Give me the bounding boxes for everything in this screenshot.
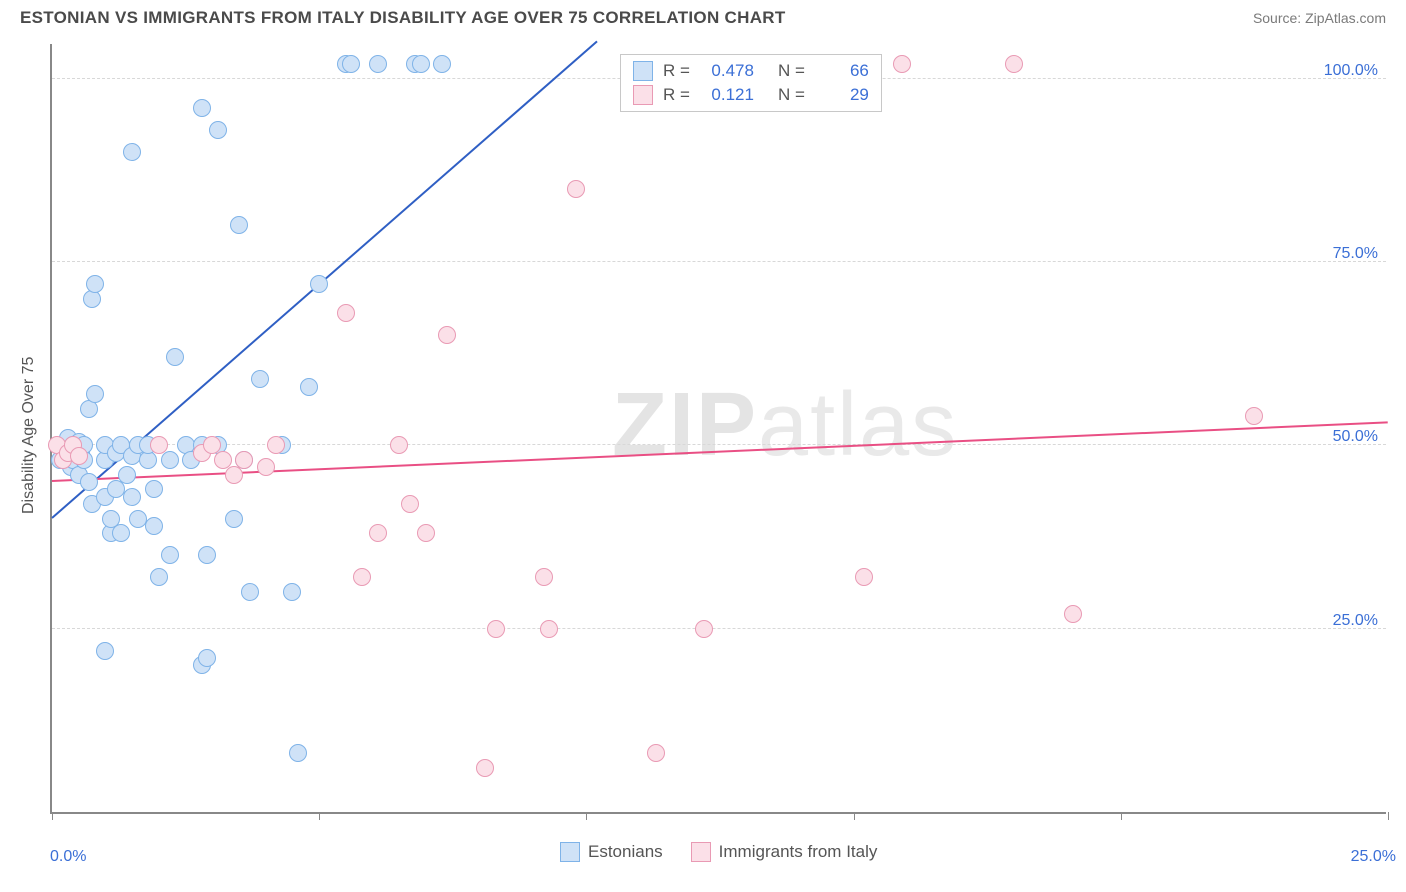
data-point-estonians [310,275,328,293]
data-point-italy [257,458,275,476]
swatch-italy [633,85,653,105]
n-label: N = [778,85,805,105]
gridline [52,444,1386,445]
data-point-estonians [86,275,104,293]
legend-label: Estonians [588,842,663,862]
data-point-italy [390,436,408,454]
data-point-estonians [342,55,360,73]
swatch-estonians [560,842,580,862]
data-point-italy [855,568,873,586]
data-point-italy [1064,605,1082,623]
data-point-estonians [86,385,104,403]
data-point-italy [401,495,419,513]
data-point-italy [647,744,665,762]
series-legend: Estonians Immigrants from Italy [560,842,877,862]
x-tick [586,812,587,820]
data-point-estonians [225,510,243,528]
data-point-estonians [283,583,301,601]
data-point-estonians [198,649,216,667]
r-label: R = [663,85,690,105]
r-value: 0.121 [700,85,754,105]
x-tick [1121,812,1122,820]
plot-area: ZIPatlas 25.0% 50.0% 75.0% 100.0% R = 0.478 N… [50,44,1386,814]
y-tick-label: 25.0% [1333,612,1378,630]
data-point-estonians [145,480,163,498]
data-point-italy [267,436,285,454]
data-point-italy [476,759,494,777]
data-point-estonians [150,568,168,586]
data-point-italy [70,447,88,465]
data-point-estonians [289,744,307,762]
x-tick [319,812,320,820]
data-point-italy [353,568,371,586]
chart-container: ZIPatlas 25.0% 50.0% 75.0% 100.0% R = 0.478 N… [0,34,1406,888]
y-tick-label: 75.0% [1333,245,1378,263]
watermark-atlas: atlas [758,375,958,475]
data-point-italy [337,304,355,322]
data-point-estonians [118,466,136,484]
data-point-estonians [241,583,259,601]
legend-label: Immigrants from Italy [719,842,878,862]
data-point-estonians [433,55,451,73]
y-tick-label: 100.0% [1324,62,1378,80]
data-point-italy [417,524,435,542]
swatch-italy [691,842,711,862]
x-tick [1388,812,1389,820]
r-label: R = [663,61,690,81]
gridline [52,261,1386,262]
data-point-estonians [145,517,163,535]
data-point-estonians [166,348,184,366]
data-point-estonians [96,642,114,660]
data-point-italy [1005,55,1023,73]
data-point-estonians [123,488,141,506]
stats-legend: R = 0.478 N = 66 R = 0.121 N = 29 [620,54,882,112]
x-tick [52,812,53,820]
data-point-estonians [251,370,269,388]
y-axis-label: Disability Age Over 75 [20,357,38,514]
data-point-estonians [412,55,430,73]
data-point-estonians [161,451,179,469]
data-point-estonians [80,473,98,491]
data-point-estonians [369,55,387,73]
data-point-estonians [300,378,318,396]
data-point-italy [438,326,456,344]
swatch-estonians [633,61,653,81]
n-value: 66 [815,61,869,81]
legend-item-estonians: Estonians [560,842,663,862]
data-point-italy [893,55,911,73]
legend-item-italy: Immigrants from Italy [691,842,878,862]
x-tick [854,812,855,820]
x-tick-label-right: 25.0% [1351,848,1396,866]
data-point-estonians [112,524,130,542]
data-point-estonians [123,143,141,161]
n-label: N = [778,61,805,81]
data-point-italy [225,466,243,484]
data-point-italy [535,568,553,586]
r-value: 0.478 [700,61,754,81]
data-point-estonians [198,546,216,564]
stats-row-estonians: R = 0.478 N = 66 [633,61,869,81]
x-tick-label-left: 0.0% [50,848,86,866]
stats-row-italy: R = 0.121 N = 29 [633,85,869,105]
n-value: 29 [815,85,869,105]
gridline [52,628,1386,629]
data-point-italy [235,451,253,469]
data-point-italy [487,620,505,638]
data-point-estonians [161,546,179,564]
chart-title: ESTONIAN VS IMMIGRANTS FROM ITALY DISABI… [20,8,786,28]
data-point-italy [369,524,387,542]
watermark-zip: ZIP [612,375,758,475]
data-point-italy [567,180,585,198]
regression-line-italy [52,421,1388,482]
data-point-estonians [193,99,211,117]
watermark: ZIPatlas [612,374,958,477]
y-tick-label: 50.0% [1333,428,1378,446]
data-point-estonians [209,121,227,139]
data-point-italy [150,436,168,454]
data-point-italy [695,620,713,638]
data-point-estonians [230,216,248,234]
data-point-italy [1245,407,1263,425]
source-label: Source: ZipAtlas.com [1253,10,1386,26]
data-point-italy [540,620,558,638]
